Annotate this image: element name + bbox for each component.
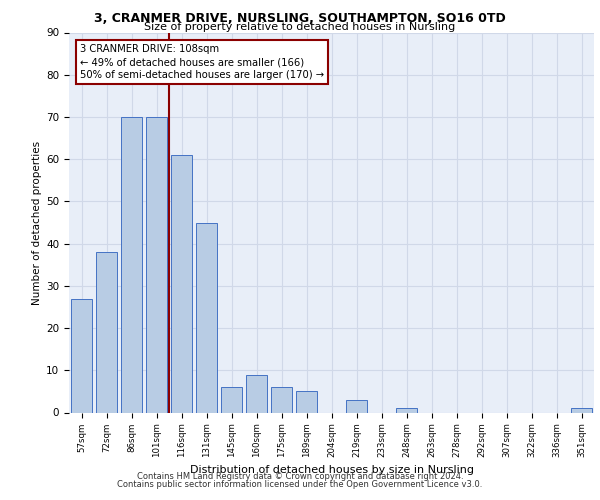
Bar [271,387,292,412]
Bar [171,155,192,412]
Bar [146,117,167,412]
Y-axis label: Number of detached properties: Number of detached properties [32,140,42,304]
Bar [221,387,242,412]
Text: 3, CRANMER DRIVE, NURSLING, SOUTHAMPTON, SO16 0TD: 3, CRANMER DRIVE, NURSLING, SOUTHAMPTON,… [94,12,506,26]
Bar [71,298,92,412]
Bar [396,408,417,412]
Bar [571,408,592,412]
Bar [96,252,117,412]
Bar [296,392,317,412]
Text: 3 CRANMER DRIVE: 108sqm
← 49% of detached houses are smaller (166)
50% of semi-d: 3 CRANMER DRIVE: 108sqm ← 49% of detache… [79,44,323,80]
X-axis label: Distribution of detached houses by size in Nursling: Distribution of detached houses by size … [190,466,473,475]
Bar [121,117,142,412]
Bar [346,400,367,412]
Text: Size of property relative to detached houses in Nursling: Size of property relative to detached ho… [145,22,455,32]
Text: Contains public sector information licensed under the Open Government Licence v3: Contains public sector information licen… [118,480,482,489]
Bar [196,222,217,412]
Text: Contains HM Land Registry data © Crown copyright and database right 2024.: Contains HM Land Registry data © Crown c… [137,472,463,481]
Bar [246,374,267,412]
